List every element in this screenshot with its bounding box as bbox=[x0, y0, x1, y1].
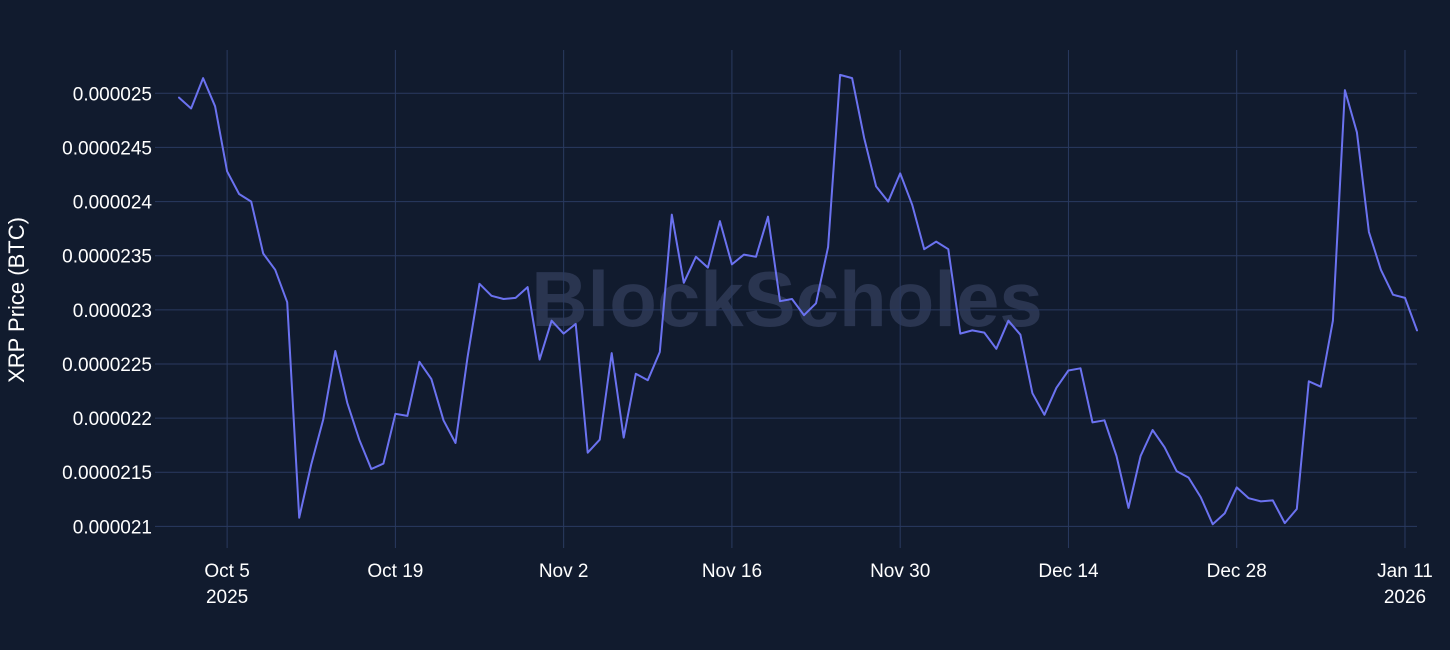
x-tick-year-label: 2026 bbox=[1384, 587, 1426, 608]
x-tick-label: Oct 5 bbox=[204, 561, 249, 582]
x-tick-label: Dec 28 bbox=[1207, 561, 1267, 582]
y-tick-label: 0.000023 bbox=[73, 301, 152, 322]
x-tick-label: Nov 30 bbox=[870, 561, 930, 582]
y-tick-label: 0.0000245 bbox=[62, 138, 152, 159]
x-tick-label: Jan 11 bbox=[1377, 561, 1433, 582]
y-tick-label: 0.0000235 bbox=[62, 247, 152, 268]
price-series-line bbox=[178, 73, 1418, 526]
x-tick-label: Dec 14 bbox=[1038, 561, 1099, 582]
y-tick-label: 0.000025 bbox=[73, 84, 152, 105]
y-tick-label: 0.000021 bbox=[73, 517, 152, 538]
y-axis-ticks: 0.000021 0.0000215 0.000022 0.0000225 0.0000… bbox=[62, 84, 152, 538]
x-tick-label: Nov 2 bbox=[539, 561, 589, 582]
series-layer bbox=[178, 73, 1418, 526]
y-axis-title: XRP Price (BTC) bbox=[4, 217, 29, 383]
y-tick-label: 0.0000225 bbox=[62, 355, 152, 376]
grid bbox=[155, 50, 1417, 548]
x-tick-label: Nov 16 bbox=[702, 561, 762, 582]
x-tick-year-label: 2025 bbox=[206, 587, 248, 608]
y-tick-label: 0.0000215 bbox=[62, 463, 152, 484]
y-tick-label: 0.000024 bbox=[73, 193, 153, 214]
x-tick-label: Oct 19 bbox=[367, 561, 423, 582]
y-tick-label: 0.000022 bbox=[73, 409, 152, 430]
x-axis-ticks: Oct 5 2025 Oct 19 Nov 2 Nov 16 Nov 30 Dec 14 De… bbox=[204, 561, 1432, 608]
